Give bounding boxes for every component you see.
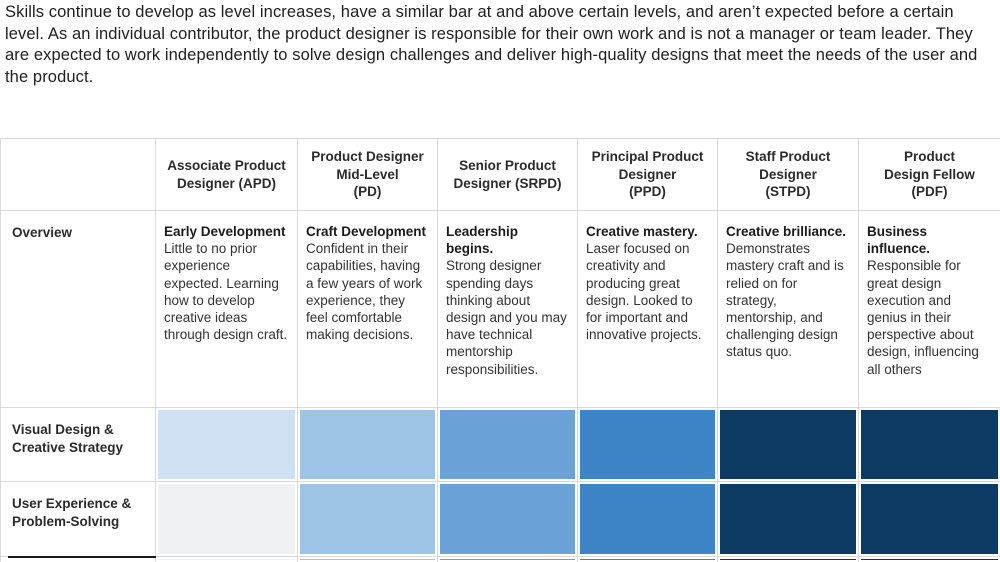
skill-row-cutoff [0,556,1000,562]
column-header-ppd: Principal Product Designer (PPD) [577,138,718,211]
level-swatch [720,559,856,560]
intro-paragraph: Skills continue to develop as level incr… [5,3,978,87]
overview-title-ppd: Creative mastery. [586,224,698,239]
column-header-srpd: Senior Product Designer (SRPD) [437,138,578,211]
skill-cell-visual-design-ppd [577,407,718,482]
skill-cell-user-experience-ppd [577,481,718,557]
overview-title-stpd: Creative brilliance. [726,224,847,239]
skills-matrix-table: Associate Product Designer (APD) Product… [0,138,1000,562]
skill-cell-cutoff-ppd [577,556,718,562]
level-swatch [300,410,435,479]
cutoff-divider [8,556,156,558]
level-swatch [440,410,575,479]
skill-cell-cutoff-stpd [717,556,859,562]
level-swatch [580,410,715,479]
level-swatch [580,484,715,554]
level-swatch [300,484,435,554]
skill-row-user-experience: User Experience & Problem-Solving [0,481,1000,557]
skill-cell-cutoff-pd [297,556,438,562]
level-swatch [861,559,998,560]
level-swatch [861,484,998,554]
overview-row: Overview Early Development Little to no … [0,210,1000,408]
row-label-user-experience: User Experience & Problem-Solving [0,481,156,557]
column-header-stpd: Staff Product Designer (STPD) [717,138,859,211]
overview-cell-ppd: Creative mastery. Laser focused on creat… [577,210,718,408]
skill-cell-visual-design-apd [155,407,298,482]
overview-title-srpd: Leadership begins. [446,224,519,257]
skill-cell-cutoff-srpd [437,556,578,562]
skill-cell-visual-design-srpd [437,407,578,482]
skill-cell-cutoff-pdf [858,556,1000,562]
column-header-pd: Product Designer Mid-Level (PD) [297,138,438,211]
level-swatch [440,484,575,554]
skill-cell-visual-design-pd [297,407,438,482]
skill-cell-visual-design-pdf [858,407,1000,482]
skill-cell-user-experience-stpd [717,481,859,557]
overview-title-apd: Early Development [164,224,286,239]
level-swatch [158,410,295,479]
level-swatch [720,484,856,554]
skill-row-visual-design: Visual Design & Creative Strategy [0,407,1000,482]
overview-body-apd: Little to no prior experience expected. … [164,241,288,343]
level-swatch [861,410,998,479]
column-header-pdf: Product Design Fellow (PDF) [858,138,1000,211]
skill-cell-visual-design-stpd [717,407,859,482]
overview-body-srpd: Strong designer spending days thinking a… [446,258,567,377]
overview-cell-srpd: Leadership begins. Strong designer spend… [437,210,578,408]
level-swatch [300,559,435,560]
overview-cell-pd: Craft Development Confident in their cap… [297,210,438,408]
level-swatch [158,559,295,560]
skill-cell-cutoff-apd [155,556,298,562]
column-header-apd: Associate Product Designer (APD) [155,138,298,211]
skill-cell-user-experience-apd [155,481,298,557]
row-label-overview: Overview [0,210,156,408]
row-label-visual-design: Visual Design & Creative Strategy [0,407,156,482]
table-header-row: Associate Product Designer (APD) Product… [0,138,1000,211]
level-swatch [158,484,295,554]
overview-cell-apd: Early Development Little to no prior exp… [155,210,298,408]
overview-body-pdf: Responsible for great design execution a… [867,258,979,377]
corner-cell [0,138,156,211]
level-swatch [720,410,856,479]
overview-cell-stpd: Creative brilliance. Demonstrates master… [717,210,859,408]
level-swatch [580,559,715,560]
overview-body-pd: Confident in their capabilities, having … [306,241,423,343]
skill-cell-user-experience-srpd [437,481,578,557]
overview-cell-pdf: Business influence. Responsible for grea… [858,210,1000,408]
skill-cell-user-experience-pdf [858,481,1000,557]
skill-cell-user-experience-pd [297,481,438,557]
overview-body-stpd: Demonstrates mastery craft and is relied… [726,241,844,360]
row-label-cutoff [0,556,156,562]
overview-body-ppd: Laser focused on creativity and producin… [586,241,702,343]
overview-title-pd: Craft Development [306,224,427,239]
level-swatch [440,559,575,560]
overview-title-pdf: Business influence. [867,224,931,257]
